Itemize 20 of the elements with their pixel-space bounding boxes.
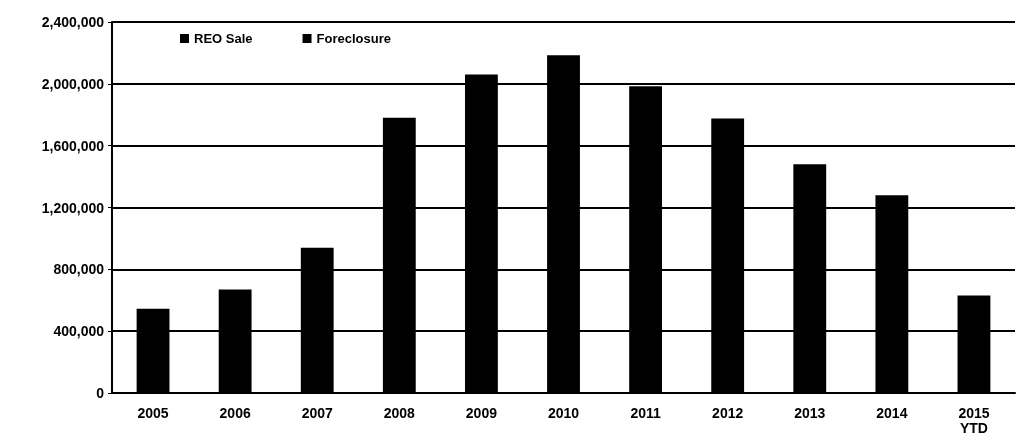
y-tick-label: 1,600,000	[41, 137, 105, 154]
x-tick-label: 2013	[794, 404, 826, 421]
x-tick-label: 2005	[137, 404, 169, 421]
x-tick-label: 2010	[547, 404, 580, 421]
y-tick-label: 2,000,000	[41, 75, 105, 92]
y-tick-label: 2,400,000	[41, 14, 105, 30]
x-tick-label: 2011	[630, 404, 661, 421]
x-tick-label: 2009	[465, 404, 498, 421]
y-tick-label: 400,000	[53, 323, 105, 340]
x-tick-label: 2015 YTD	[958, 404, 990, 436]
x-tick-label: 2012	[712, 404, 744, 421]
legend-label: REO Sale	[194, 31, 253, 46]
y-tick-label: 1,200,000	[41, 199, 105, 216]
x-tick-label: 2014	[876, 404, 908, 421]
y-tick-label: 0	[96, 385, 105, 401]
legend-label: Foreclosure	[316, 31, 391, 46]
x-tick-label: 2007	[301, 404, 334, 421]
x-tick-label: 2006	[219, 404, 251, 421]
y-tick-label: 800,000	[53, 261, 105, 278]
x-tick-label: 2008	[383, 404, 416, 421]
